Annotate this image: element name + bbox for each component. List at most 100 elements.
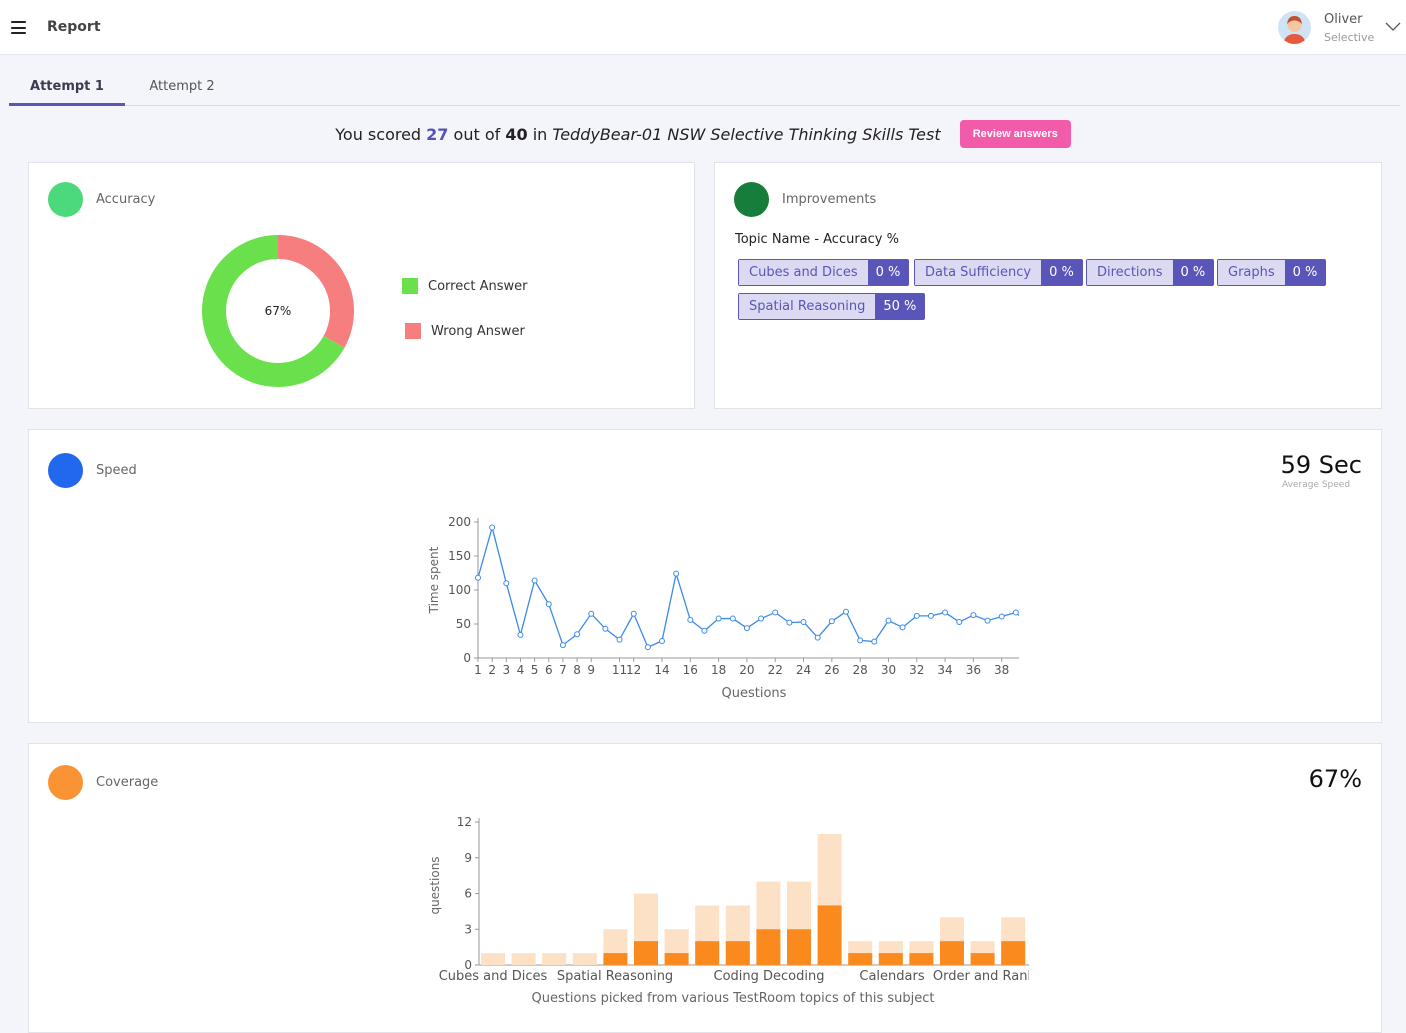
bar-total [572,953,597,965]
speed-data-point [630,610,637,617]
y-tick-label: 12 [457,815,472,829]
chip-name: Spatial Reasoning [739,294,876,319]
x-axis-label: Questions picked from various TestRoom t… [532,991,935,1006]
y-tick-label: 200 [448,515,471,529]
topic-chip[interactable]: Directions 0 % [1086,259,1215,286]
menu-icon[interactable] [11,21,26,34]
x-tick-label: 14 [654,663,669,677]
tab-attempt-1[interactable]: Attempt 1 [9,68,125,106]
review-answers-button[interactable]: Review answers [959,120,1071,148]
speed-data-point [1012,609,1019,616]
y-tick-label: 6 [464,887,472,901]
speed-data-point [729,615,736,622]
chip-value: 0 % [1041,260,1082,285]
coverage-title: Coverage [96,775,159,790]
speed-data-point [574,631,581,638]
speed-data-point [659,638,665,644]
accuracy-donut-chart: 67% [202,235,354,387]
speed-data-point [602,625,609,632]
speed-data-point [828,618,835,625]
chip-name: Data Sufficiency [915,260,1042,285]
x-tick-label: 5 [531,663,539,677]
y-axis-label: questions [428,856,442,914]
speed-data-point [885,617,892,624]
speed-data-point [857,637,864,644]
user-role: Selective [1324,31,1375,44]
x-category-label: Spatial Reasoning [557,969,673,984]
score-total: 40 [505,124,528,144]
y-tick-label: 150 [448,549,471,563]
topic-chip[interactable]: Graphs 0 % [1217,259,1327,286]
x-tick-label: 32 [909,663,924,677]
test-name: TeddyBear-01 NSW Selective Thinking Skil… [552,124,941,144]
bar-answered [603,953,628,965]
x-tick-label: 16 [683,663,698,677]
bar-total [542,953,567,965]
chevron-down-icon[interactable] [1385,20,1401,32]
donut-slice-wrong [278,235,354,348]
x-tick-label: 28 [853,663,868,677]
x-axis-label: Questions [722,686,787,701]
speed-data-point [701,627,708,634]
speed-data-point [984,617,991,624]
speed-data-point [970,612,977,619]
x-tick-label: 20 [739,663,754,677]
speed-dot-icon [48,453,83,488]
x-tick-label: 8 [573,663,581,677]
x-category-label: Calendars [859,969,924,984]
avatar[interactable] [1278,11,1311,44]
bar-answered [787,929,811,965]
x-tick-label: 11 [612,663,627,677]
y-axis-label: Time spent [427,546,441,614]
chip-value: 0 % [1172,260,1214,285]
score-summary: You scored 27 out of 40 in TeddyBear-01 … [0,120,1406,150]
speed-data-point [503,580,510,587]
topic-chip[interactable]: Spatial Reasoning 50 % [738,293,926,320]
bar-answered [664,953,689,965]
bar-answered [817,905,842,965]
bar-answered [1001,941,1026,965]
improvements-title: Improvements [782,192,877,207]
speed-data-point [913,612,920,619]
coverage-card: Coverage 67% 0 3 6 9 12 Cubes and Dices Spatia… [28,743,1382,1033]
speed-data-point [942,609,949,616]
x-category-label: Coding Decoding [714,969,825,984]
legend-wrong-swatch [405,323,421,339]
topic-accuracy-label: Topic Name - Accuracy % [735,232,899,247]
legend-wrong-label: Wrong Answer [431,324,525,339]
bar-answered [725,941,750,965]
x-tick-label: 34 [937,663,952,677]
chip-name: Directions [1087,260,1173,285]
average-speed-value: 59 Sec [1280,451,1362,479]
y-tick-label: 9 [464,851,472,865]
chip-name: Cubes and Dices [739,260,868,285]
x-tick-label: 12 [626,663,641,677]
speed-data-point [475,574,481,581]
speed-data-point [843,608,849,615]
speed-data-point [927,612,934,619]
x-tick-label: 4 [517,663,525,677]
improvements-dot-icon [734,182,769,217]
x-tick-label: 2 [488,663,496,677]
user-name: Oliver [1324,12,1363,27]
speed-data-point [673,570,680,577]
donut-center-label: 67% [265,304,292,318]
tab-attempt-2[interactable]: Attempt 2 [149,79,215,94]
x-tick-label: 18 [711,663,726,677]
legend-correct-label: Correct Answer [428,279,528,294]
speed-data-point [956,618,963,625]
x-tick-label: 26 [824,663,839,677]
bar-answered [940,941,964,965]
speed-data-point [616,636,623,643]
improvements-card: Improvements Topic Name - Accuracy % Cub… [714,162,1382,409]
bar-answered [878,953,903,965]
speed-data-point [758,615,765,622]
x-tick-label: 3 [502,663,510,677]
y-tick-label: 100 [448,583,471,597]
topic-chip[interactable]: Data Sufficiency 0 % [914,259,1083,286]
bar-answered [909,953,934,965]
speed-data-point [772,609,779,616]
topic-chip[interactable]: Cubes and Dices 0 % [738,259,910,286]
coverage-dot-icon [48,765,83,800]
